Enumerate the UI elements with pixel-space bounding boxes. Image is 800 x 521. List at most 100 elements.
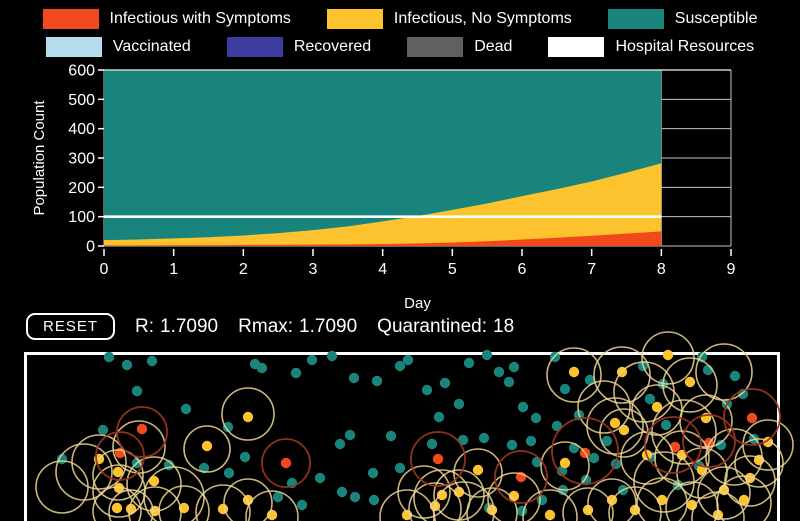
agent-susceptible bbox=[344, 429, 356, 441]
infection-radius-ring-yellow bbox=[651, 399, 717, 465]
x-tick-label: 1 bbox=[169, 261, 178, 278]
agent-susceptible bbox=[306, 354, 318, 366]
r-label: R: bbox=[135, 315, 155, 337]
infection-radius-ring-yellow bbox=[397, 465, 451, 519]
y-tick-label: 200 bbox=[68, 180, 95, 197]
infection-radius-ring-yellow bbox=[453, 448, 503, 498]
agent-infectious-symptomatic bbox=[136, 423, 148, 435]
agent-infectious-asymptomatic bbox=[684, 376, 696, 388]
infection-radius-ring-yellow bbox=[413, 469, 471, 521]
agent-susceptible bbox=[421, 384, 433, 396]
infection-radius-ring-yellow bbox=[466, 487, 518, 521]
legend-item-recovered: Recovered bbox=[226, 37, 371, 57]
stats-bar: RESET R: 1.7090 Rmax: 1.7090 Quarantined… bbox=[26, 313, 514, 340]
agent-infectious-asymptomatic bbox=[651, 401, 663, 413]
area-infectious-with-symptoms bbox=[104, 231, 662, 246]
dead-label: Dead bbox=[474, 38, 513, 55]
infection-radius-ring-yellow bbox=[695, 343, 753, 401]
agent-susceptible bbox=[349, 491, 361, 503]
x-tick-label: 6 bbox=[518, 261, 527, 278]
agent-susceptible bbox=[296, 499, 308, 511]
reset-button[interactable]: RESET bbox=[26, 313, 116, 340]
agent-susceptible bbox=[394, 462, 406, 474]
infection-radius-ring-yellow bbox=[705, 428, 763, 486]
legend-item-vaccinated: Vaccinated bbox=[45, 37, 191, 57]
agent-susceptible bbox=[180, 403, 192, 415]
infectious-no-symptoms-swatch bbox=[326, 9, 383, 29]
agent-susceptible bbox=[336, 486, 348, 498]
agent-susceptible bbox=[506, 439, 518, 451]
infection-radius-ring-yellow bbox=[223, 478, 273, 521]
agent-infectious-asymptomatic bbox=[113, 482, 125, 494]
infection-radius-ring-yellow bbox=[593, 346, 651, 404]
legend-row-1: Infectious with Symptoms Infectious, No S… bbox=[0, 5, 800, 33]
agent-infectious-symptomatic bbox=[280, 457, 292, 469]
infection-radius-ring-yellow bbox=[577, 380, 631, 434]
infection-radius-ring-yellow bbox=[195, 484, 251, 521]
y-tick-label: 600 bbox=[68, 63, 95, 80]
rmax-stat: Rmax: 1.7090 bbox=[238, 316, 357, 338]
agent-susceptible bbox=[530, 412, 542, 424]
infection-radius-ring-yellow bbox=[620, 431, 674, 485]
legend-item-dead: Dead bbox=[407, 37, 512, 57]
rmax-value: 1.7090 bbox=[299, 315, 358, 337]
chart-legend: Infectious with Symptoms Infectious, No S… bbox=[0, 5, 800, 61]
agent-susceptible bbox=[121, 359, 133, 371]
agent-susceptible bbox=[453, 398, 465, 410]
susceptible-swatch bbox=[607, 9, 664, 29]
infection-radius-ring-yellow bbox=[587, 478, 637, 521]
infection-radius-ring-yellow bbox=[724, 455, 776, 507]
legend-item-infectious-with-symptoms: Infectious with Symptoms bbox=[42, 9, 291, 29]
agent-susceptible bbox=[525, 435, 537, 447]
area-infectious-no-symptoms bbox=[104, 163, 662, 246]
x-axis-title: Day bbox=[404, 295, 431, 312]
agent-susceptible bbox=[223, 467, 235, 479]
agent-susceptible bbox=[503, 376, 515, 388]
agent-susceptible bbox=[478, 432, 490, 444]
infection-radius-ring-yellow bbox=[522, 489, 578, 521]
agent-susceptible bbox=[385, 430, 397, 442]
y-tick-label: 100 bbox=[68, 209, 95, 226]
agent-infectious-asymptomatic bbox=[508, 490, 520, 502]
infectious-with-symptoms-label: Infectious with Symptoms bbox=[109, 10, 291, 27]
hospital-resources-label: Hospital Resources bbox=[615, 38, 755, 55]
agent-susceptible bbox=[588, 452, 600, 464]
quarantined-value: 18 bbox=[493, 315, 515, 337]
agent-susceptible bbox=[326, 350, 338, 362]
infection-radius-ring-red bbox=[410, 431, 466, 487]
agent-susceptible bbox=[103, 351, 115, 363]
r-value: 1.7090 bbox=[160, 315, 219, 337]
infection-radius-ring-yellow bbox=[35, 460, 89, 514]
infection-radius-ring-red bbox=[723, 388, 781, 446]
agent-susceptible bbox=[516, 505, 528, 517]
infection-radius-ring-yellow bbox=[128, 486, 182, 521]
legend-row-2: Vaccinated Recovered Dead Hospital Resource… bbox=[0, 33, 800, 61]
agent-susceptible bbox=[601, 435, 613, 447]
infection-radius-ring-yellow bbox=[633, 451, 695, 513]
r-stat: R: 1.7090 bbox=[135, 316, 218, 338]
agent-susceptible bbox=[433, 411, 445, 423]
infection-radius-ring-yellow bbox=[221, 387, 275, 441]
agent-susceptible bbox=[402, 354, 414, 366]
agent-susceptible bbox=[256, 362, 268, 374]
x-tick-label: 0 bbox=[100, 261, 109, 278]
infection-radius-ring-yellow bbox=[71, 434, 127, 490]
infection-radius-ring-yellow bbox=[697, 466, 751, 520]
agent-infectious-asymptomatic bbox=[472, 464, 484, 476]
agent-infectious-asymptomatic bbox=[544, 509, 556, 521]
agent-susceptible bbox=[146, 355, 158, 367]
vaccinated-label: Vaccinated bbox=[112, 38, 191, 55]
infection-radius-ring-yellow bbox=[654, 430, 710, 486]
infection-radius-ring-yellow bbox=[92, 449, 144, 501]
agent-infectious-asymptomatic bbox=[618, 424, 630, 436]
infection-radius-ring-red bbox=[682, 414, 736, 468]
infection-radius-ring-yellow bbox=[665, 481, 719, 521]
recovered-swatch bbox=[226, 37, 283, 57]
simulation-canvas[interactable] bbox=[24, 331, 794, 521]
infection-radius-ring-yellow bbox=[691, 491, 745, 521]
agent-infectious-asymptomatic bbox=[609, 417, 621, 429]
agent-susceptible bbox=[559, 383, 571, 395]
agent-infectious-symptomatic bbox=[746, 412, 758, 424]
infection-radius-ring-yellow bbox=[540, 441, 590, 491]
infection-radius-ring-red bbox=[494, 450, 548, 504]
